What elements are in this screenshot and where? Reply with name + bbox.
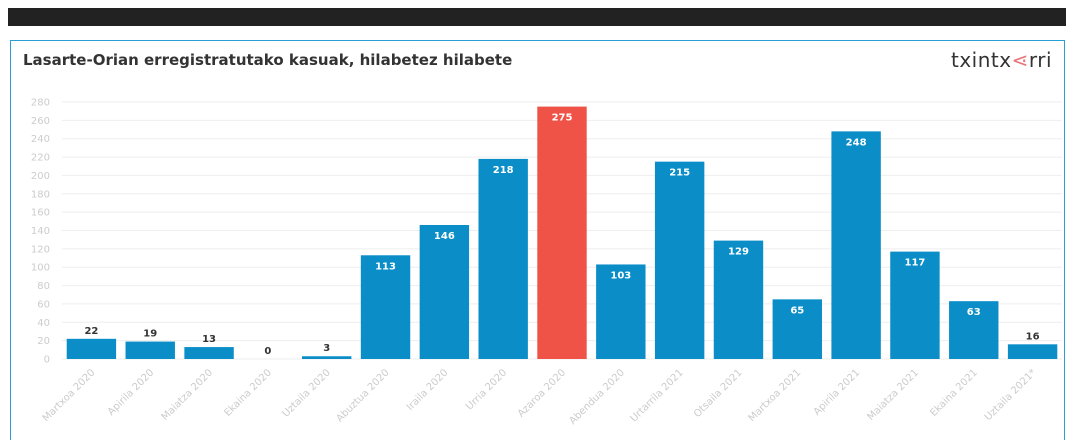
data-label: 248 <box>846 137 867 148</box>
brand-logo: txintx⋖rri <box>951 48 1052 72</box>
y-tick-label: 160 <box>31 208 50 219</box>
bar <box>478 158 528 359</box>
x-tick-label: Apirila 2021 <box>812 367 862 417</box>
data-label: 146 <box>434 231 455 242</box>
y-tick-label: 200 <box>31 171 50 182</box>
y-tick-label: 180 <box>31 189 50 200</box>
data-label: 129 <box>728 247 749 258</box>
data-label: 215 <box>669 168 690 179</box>
y-tick-label: 140 <box>31 226 50 237</box>
y-tick-label: 100 <box>31 263 50 274</box>
top-bar <box>8 8 1066 26</box>
bar <box>831 131 881 359</box>
y-tick-label: 120 <box>31 244 50 255</box>
bar <box>125 341 175 359</box>
y-tick-label: 260 <box>31 116 50 127</box>
bar <box>890 251 940 359</box>
x-tick-label: Azaroa 2020 <box>516 367 568 419</box>
data-label: 16 <box>1026 331 1040 342</box>
data-label: 13 <box>202 334 216 345</box>
data-label: 63 <box>967 307 981 318</box>
data-label: 113 <box>375 261 396 272</box>
bar <box>184 347 234 359</box>
x-tick-label: Maiatza 2021 <box>865 367 921 423</box>
x-tick-label: Otsaila 2021 <box>692 367 745 420</box>
y-tick-label: 220 <box>31 153 50 164</box>
brand-mark-icon: ⋖ <box>1011 48 1029 72</box>
y-tick-label: 60 <box>37 299 50 310</box>
chart-frame <box>10 40 1065 440</box>
x-tick-label: Urria 2020 <box>464 367 509 412</box>
data-label: 3 <box>323 343 330 354</box>
x-tick-label: Ekaina 2020 <box>222 367 274 419</box>
bar <box>302 356 352 359</box>
y-tick-label: 40 <box>37 318 50 329</box>
data-label: 19 <box>143 329 157 340</box>
bar <box>537 106 587 359</box>
brand-text-end: rri <box>1028 48 1052 72</box>
bar <box>654 161 705 359</box>
data-label: 65 <box>790 305 804 316</box>
bar <box>419 224 470 359</box>
bar <box>949 301 999 359</box>
x-tick-label: Abuztua 2020 <box>335 367 392 424</box>
brand-text-start: txintx <box>950 48 1012 72</box>
data-label: 22 <box>84 326 98 337</box>
data-label: 117 <box>905 258 926 269</box>
data-label: 275 <box>552 113 573 124</box>
bar <box>713 240 764 359</box>
data-label: 218 <box>493 165 514 176</box>
x-tick-label: Urtarrila 2021 <box>629 367 686 424</box>
y-tick-label: 240 <box>31 134 50 145</box>
x-tick-label: Apirila 2020 <box>106 367 156 417</box>
x-tick-label: Maiatza 2020 <box>160 367 216 423</box>
y-tick-label: 0 <box>44 355 50 366</box>
x-tick-label: Uztaila 2021* <box>983 367 1039 423</box>
y-tick-label: 20 <box>37 336 50 347</box>
x-tick-label: Martxoa 2020 <box>41 367 98 424</box>
bar <box>596 264 646 359</box>
data-label: 103 <box>610 270 631 281</box>
x-tick-label: Martxoa 2021 <box>747 367 804 424</box>
bar <box>360 255 411 359</box>
bar <box>66 338 117 359</box>
bar <box>1007 344 1058 359</box>
data-label: 0 <box>264 346 271 357</box>
chart-title: Lasarte-Orian erregistratutako kasuak, h… <box>23 51 513 69</box>
x-tick-label: Abendua 2020 <box>567 367 626 426</box>
x-tick-label: Iraila 2020 <box>405 367 451 413</box>
y-tick-label: 80 <box>37 281 50 292</box>
y-tick-label: 280 <box>31 98 50 109</box>
x-tick-label: Uztaila 2020 <box>281 367 333 419</box>
bar <box>772 299 822 359</box>
x-tick-label: Ekaina 2021 <box>928 367 980 419</box>
